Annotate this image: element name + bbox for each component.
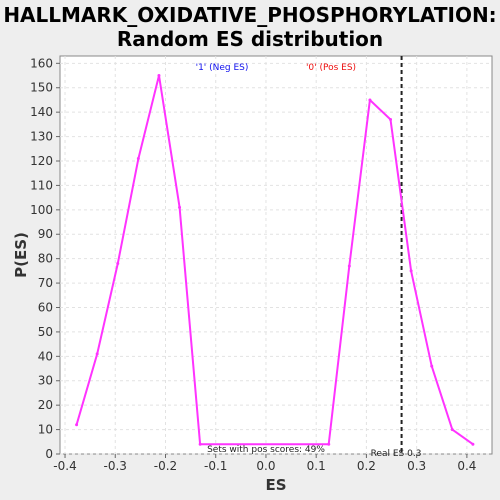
y-tick-label: 30: [38, 374, 53, 388]
x-tick-label: 0.0: [256, 459, 275, 473]
data-point: [75, 423, 79, 427]
x-tick-label: 0.4: [457, 459, 476, 473]
y-tick-label: 20: [38, 398, 53, 412]
pos-scores-annotation: Sets with pos scores: 49%: [207, 445, 325, 455]
series-layer: [75, 74, 475, 446]
y-axis-label: P(ES): [12, 232, 30, 278]
y-tick-label: 120: [30, 154, 53, 168]
legend-pos-es: '0' (Pos ES): [306, 63, 356, 73]
x-tick-label: 0.2: [357, 459, 376, 473]
y-tick-label: 90: [38, 227, 53, 241]
data-point: [178, 205, 182, 209]
y-tick-label: 150: [30, 81, 53, 95]
y-tick-label: 130: [30, 130, 53, 144]
data-point: [136, 157, 140, 161]
data-point: [471, 442, 475, 446]
y-tick-label: 0: [45, 447, 53, 461]
plot-area: [59, 55, 493, 455]
data-point: [450, 428, 454, 432]
y-axis-ticks: 0 10 20 30 40 50 60 70 80 90 100 110 120 130 140 150 160: [30, 56, 60, 461]
y-tick-label: 70: [38, 276, 53, 290]
y-tick-label: 140: [30, 105, 53, 119]
data-point: [157, 74, 161, 78]
legend-neg-es: '1' (Neg ES): [196, 63, 249, 73]
x-axis-label: ES: [265, 476, 286, 494]
y-tick-label: 80: [38, 252, 53, 266]
chart-subtitle: Random ES distribution: [117, 27, 383, 51]
x-tick-label: -0.4: [53, 459, 76, 473]
x-tick-label: -0.2: [154, 459, 177, 473]
data-point: [198, 442, 202, 446]
x-axis-ticks: -0.4 -0.3 -0.2 -0.1 0.0 0.1 0.2 0.3 0.4: [53, 454, 476, 473]
chart-title: HALLMARK_OXIDATIVE_PHOSPHORYLATION:: [3, 3, 496, 27]
y-tick-label: 40: [38, 349, 53, 363]
data-point: [430, 364, 434, 368]
data-point: [389, 117, 393, 121]
x-tick-label: 0.1: [307, 459, 326, 473]
real-es-annotation: Real ES 0.3: [371, 449, 422, 459]
data-point: [327, 442, 331, 446]
y-tick-label: 160: [30, 56, 53, 70]
y-tick-label: 100: [30, 203, 53, 217]
data-point: [116, 262, 120, 266]
data-point: [95, 352, 99, 356]
y-tick-label: 60: [38, 300, 53, 314]
y-tick-label: 110: [30, 178, 53, 192]
y-tick-label: 50: [38, 325, 53, 339]
y-tick-label: 10: [38, 423, 53, 437]
data-point: [347, 264, 351, 268]
x-tick-label: -0.3: [104, 459, 127, 473]
data-point: [409, 269, 413, 273]
data-point: [368, 98, 372, 102]
x-tick-label: -0.1: [204, 459, 227, 473]
x-tick-label: 0.3: [407, 459, 426, 473]
